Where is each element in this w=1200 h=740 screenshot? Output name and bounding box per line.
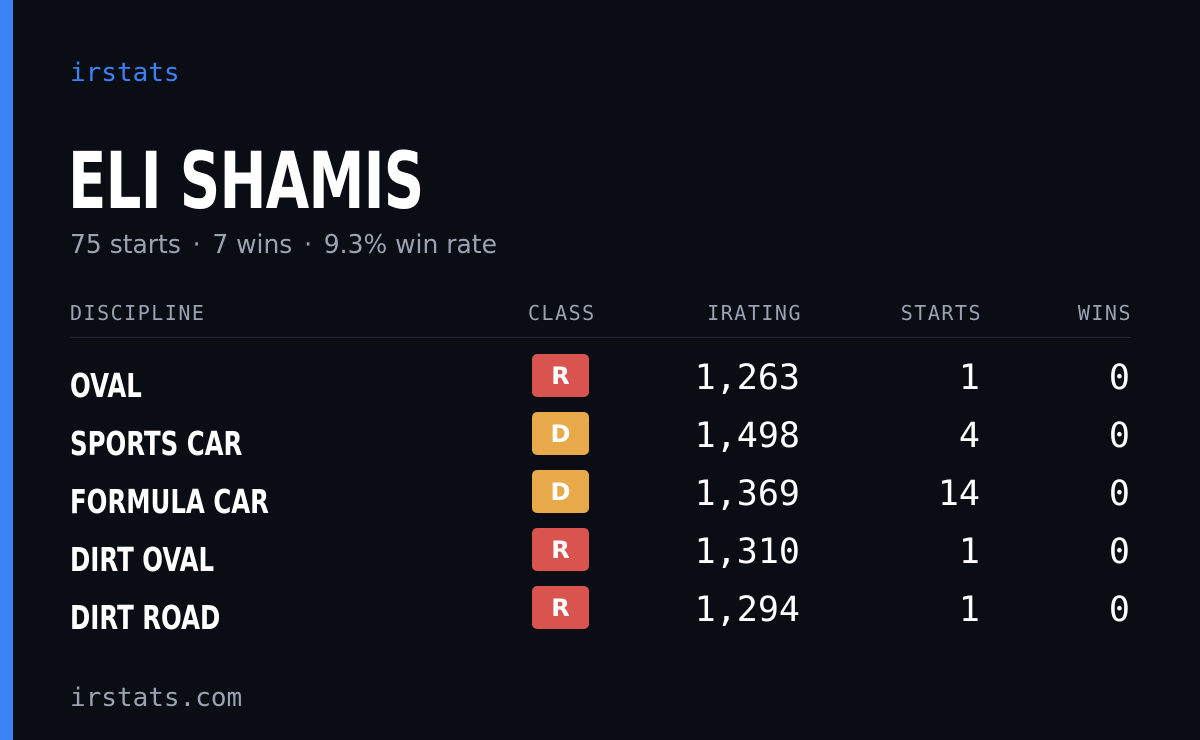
discipline-cell: DIRT OVAL [70,540,215,579]
starts-summary: 75 starts [70,230,181,260]
win-rate-summary: 9.3% win rate [323,230,497,260]
summary-separator: · [192,230,201,260]
table-row: DIRT ROAD R 1,294 1 0 [0,586,1200,644]
table-row: SPORTS CAR D 1,498 4 0 [0,412,1200,470]
wins-cell: 0 [1108,532,1130,572]
starts-cell: 1 [958,532,980,572]
accent-bar [0,0,13,740]
class-badge: D [532,470,589,513]
column-header-discipline: DISCIPLINE [70,301,206,325]
wins-summary: 7 wins [212,230,293,260]
column-header-class: CLASS [528,301,596,325]
table-row: DIRT OVAL R 1,310 1 0 [0,528,1200,586]
wins-cell: 0 [1108,590,1130,630]
class-badge: D [532,412,589,455]
class-badge: R [532,528,589,571]
column-header-wins: WINS [1077,301,1132,325]
class-badge: R [532,354,589,397]
summary-separator: · [304,230,313,260]
brand-logo-text: irstats [70,58,180,88]
starts-cell: 1 [958,358,980,398]
discipline-cell: SPORTS CAR [70,424,243,463]
irating-cell: 1,310 [694,532,800,572]
starts-cell: 4 [958,416,980,456]
irating-cell: 1,498 [694,416,800,456]
class-badge: R [532,586,589,629]
discipline-cell: OVAL [70,366,142,405]
header-divider [70,337,1131,338]
starts-cell: 14 [937,474,980,514]
driver-summary: 75 starts · 7 wins · 9.3% win rate [70,228,497,262]
discipline-cell: FORMULA CAR [70,482,269,521]
irating-cell: 1,294 [694,590,800,630]
wins-cell: 0 [1108,416,1130,456]
table-row: FORMULA CAR D 1,369 14 0 [0,470,1200,528]
starts-cell: 1 [958,590,980,630]
irating-cell: 1,263 [694,358,800,398]
column-header-irating: IRATING [707,301,802,325]
wins-cell: 0 [1108,474,1130,514]
discipline-cell: DIRT ROAD [70,598,221,637]
footer-url: irstats.com [70,683,243,713]
wins-cell: 0 [1108,358,1130,398]
table-row: OVAL R 1,263 1 0 [0,354,1200,412]
driver-name: ELI SHAMIS [68,137,424,227]
irating-cell: 1,369 [694,474,800,514]
column-header-starts: STARTS [900,301,982,325]
